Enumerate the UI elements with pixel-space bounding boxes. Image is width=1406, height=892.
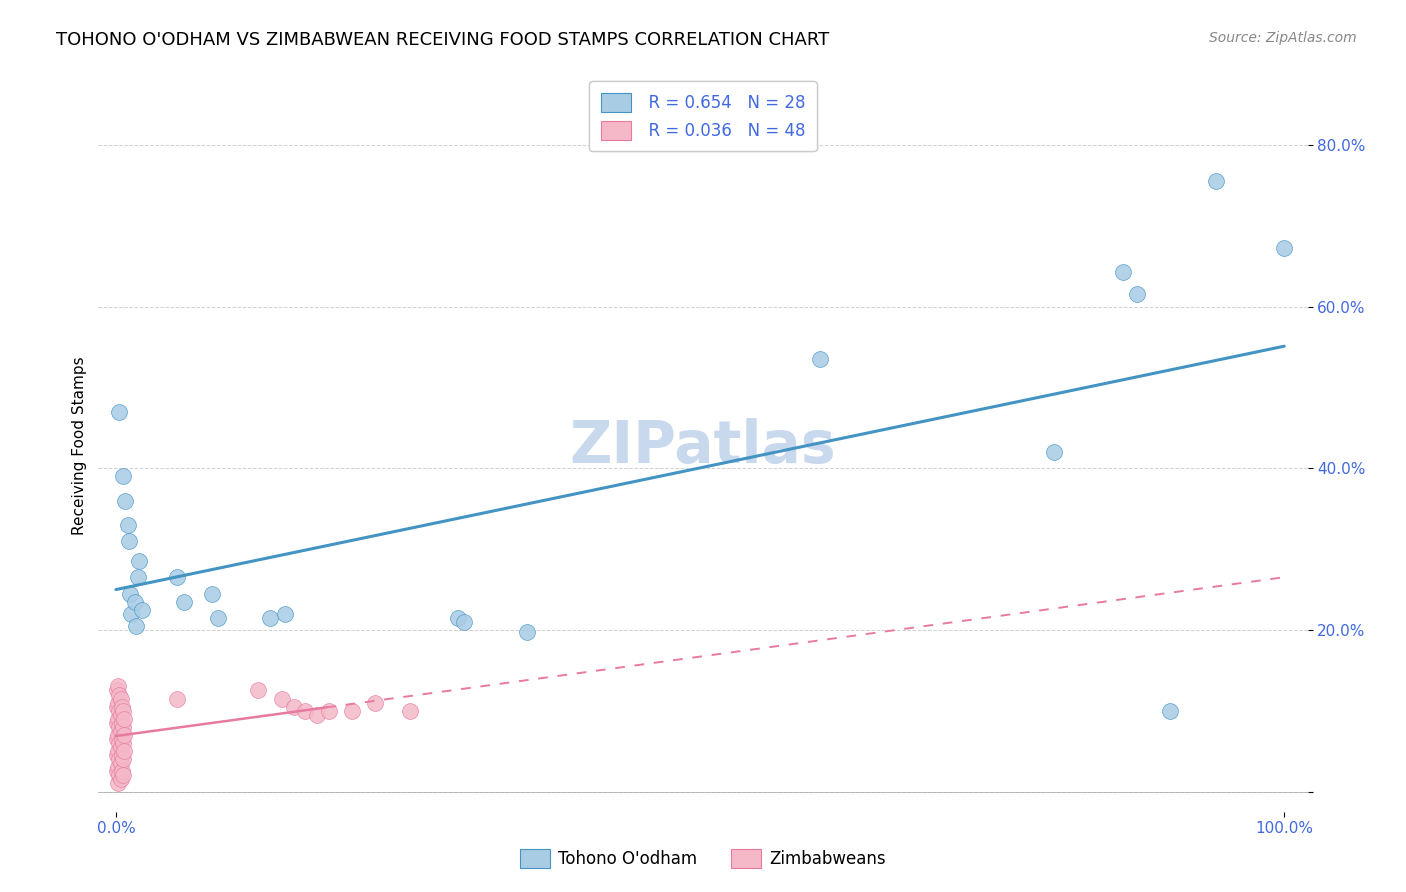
- Point: [105, 731, 128, 746]
- Point: [118, 586, 141, 600]
- Legend:   R = 0.654   N = 28,   R = 0.036   N = 48: R = 0.654 N = 28, R = 0.036 N = 48: [589, 81, 817, 152]
- Point: [305, 707, 328, 722]
- Point: [128, 554, 150, 568]
- Point: [111, 720, 134, 734]
- Point: [120, 607, 142, 621]
- Point: [516, 625, 538, 640]
- Point: [105, 715, 128, 730]
- Point: [117, 517, 139, 532]
- Point: [294, 704, 316, 718]
- Point: [110, 772, 132, 787]
- Text: Source: ZipAtlas.com: Source: ZipAtlas.com: [1209, 31, 1357, 45]
- Point: [111, 699, 134, 714]
- Point: [110, 740, 132, 755]
- Point: [1126, 287, 1149, 301]
- Point: [107, 680, 129, 694]
- Point: [283, 699, 305, 714]
- Point: [108, 404, 131, 418]
- Point: [207, 611, 229, 625]
- Point: [1043, 445, 1066, 459]
- Point: [110, 691, 132, 706]
- Point: [318, 704, 340, 718]
- Point: [364, 696, 387, 710]
- Point: [399, 704, 422, 718]
- Point: [173, 594, 195, 608]
- Point: [112, 712, 135, 726]
- Point: [105, 699, 128, 714]
- Point: [111, 704, 134, 718]
- Point: [1205, 174, 1227, 188]
- Point: [131, 602, 153, 616]
- Point: [111, 469, 134, 483]
- Point: [111, 731, 134, 746]
- Point: [110, 707, 132, 722]
- Point: [107, 776, 129, 790]
- Point: [1112, 265, 1135, 279]
- Point: [107, 712, 129, 726]
- Point: [110, 723, 132, 738]
- Point: [270, 691, 292, 706]
- Point: [108, 720, 131, 734]
- Text: TOHONO O'ODHAM VS ZIMBABWEAN RECEIVING FOOD STAMPS CORRELATION CHART: TOHONO O'ODHAM VS ZIMBABWEAN RECEIVING F…: [56, 31, 830, 49]
- Point: [105, 764, 128, 779]
- Point: [166, 691, 188, 706]
- Point: [108, 704, 131, 718]
- Point: [105, 748, 128, 763]
- Point: [108, 688, 131, 702]
- Point: [127, 570, 149, 584]
- Point: [259, 611, 281, 625]
- Point: [166, 570, 188, 584]
- Y-axis label: Receiving Food Stamps: Receiving Food Stamps: [72, 357, 87, 535]
- Point: [125, 619, 148, 633]
- Point: [114, 493, 136, 508]
- Point: [107, 760, 129, 774]
- Point: [111, 764, 134, 779]
- Point: [108, 752, 131, 766]
- Point: [1159, 704, 1181, 718]
- Point: [111, 748, 134, 763]
- Point: [110, 756, 132, 771]
- Point: [274, 607, 297, 621]
- Point: [107, 744, 129, 758]
- Point: [107, 696, 129, 710]
- Point: [247, 683, 270, 698]
- Point: [107, 728, 129, 742]
- Point: [105, 683, 128, 698]
- Point: [1272, 241, 1295, 255]
- Point: [108, 768, 131, 782]
- Point: [124, 594, 146, 608]
- Point: [112, 744, 135, 758]
- Point: [447, 611, 470, 625]
- Legend: Tohono O'odham, Zimbabweans: Tohono O'odham, Zimbabweans: [513, 842, 893, 875]
- Point: [108, 736, 131, 750]
- Point: [112, 728, 135, 742]
- Point: [111, 768, 134, 782]
- Text: ZIPatlas: ZIPatlas: [569, 417, 837, 475]
- Point: [810, 352, 832, 367]
- Point: [111, 715, 134, 730]
- Point: [453, 615, 475, 629]
- Point: [118, 533, 141, 548]
- Point: [111, 736, 134, 750]
- Point: [201, 586, 224, 600]
- Point: [340, 704, 363, 718]
- Point: [111, 752, 134, 766]
